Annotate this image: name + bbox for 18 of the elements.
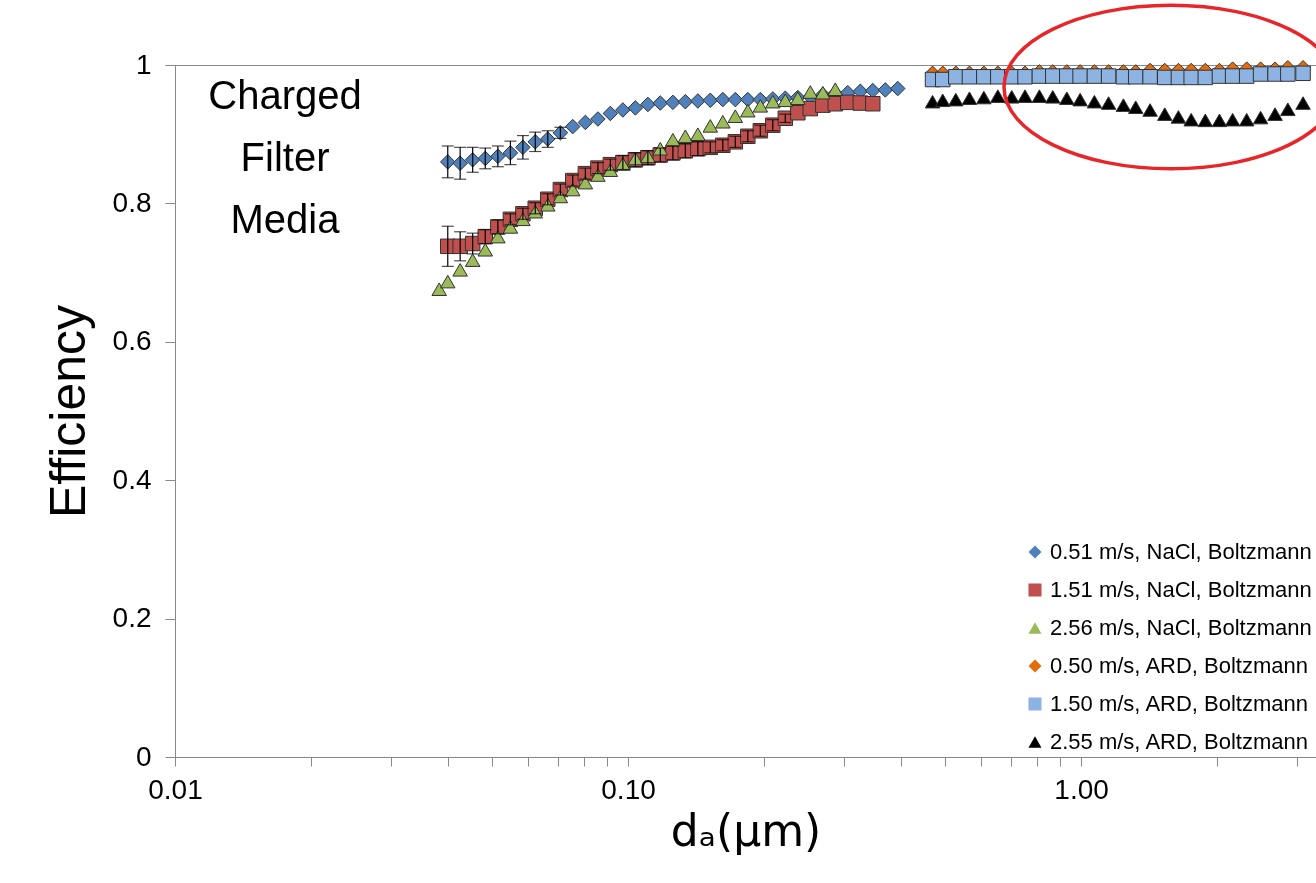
- x-tick-label: 0.10: [601, 773, 656, 805]
- y-tick-label: 0.2: [112, 602, 152, 634]
- legend-label: 1.51 m/s, NaCl, Boltzmann: [1050, 577, 1312, 602]
- y-tick-label: 1: [135, 48, 152, 80]
- legend-label: 2.55 m/s, ARD, Boltzmann: [1050, 729, 1308, 754]
- x-tick-label: 1.00: [1054, 773, 1109, 805]
- y-tick-label: 0.6: [112, 325, 152, 357]
- y-tick-label: 0.4: [112, 463, 152, 495]
- y-axis-title: Efficiency: [39, 304, 96, 519]
- legend-label: 0.51 m/s, NaCl, Boltzmann: [1050, 539, 1312, 564]
- x-tick-label: 0.01: [148, 773, 203, 805]
- x-axis-title: dₐ(µm): [670, 804, 822, 856]
- legend-label: 1.50 m/s, ARD, Boltzmann: [1050, 691, 1308, 716]
- legend-label: 2.56 m/s, NaCl, Boltzmann: [1050, 615, 1312, 640]
- y-tick-label: 0.8: [112, 186, 152, 218]
- y-tick-label: 0: [135, 740, 152, 772]
- annotation: Charged Filter Media: [208, 73, 362, 241]
- legend-label: 0.50 m/s, ARD, Boltzmann: [1050, 653, 1308, 678]
